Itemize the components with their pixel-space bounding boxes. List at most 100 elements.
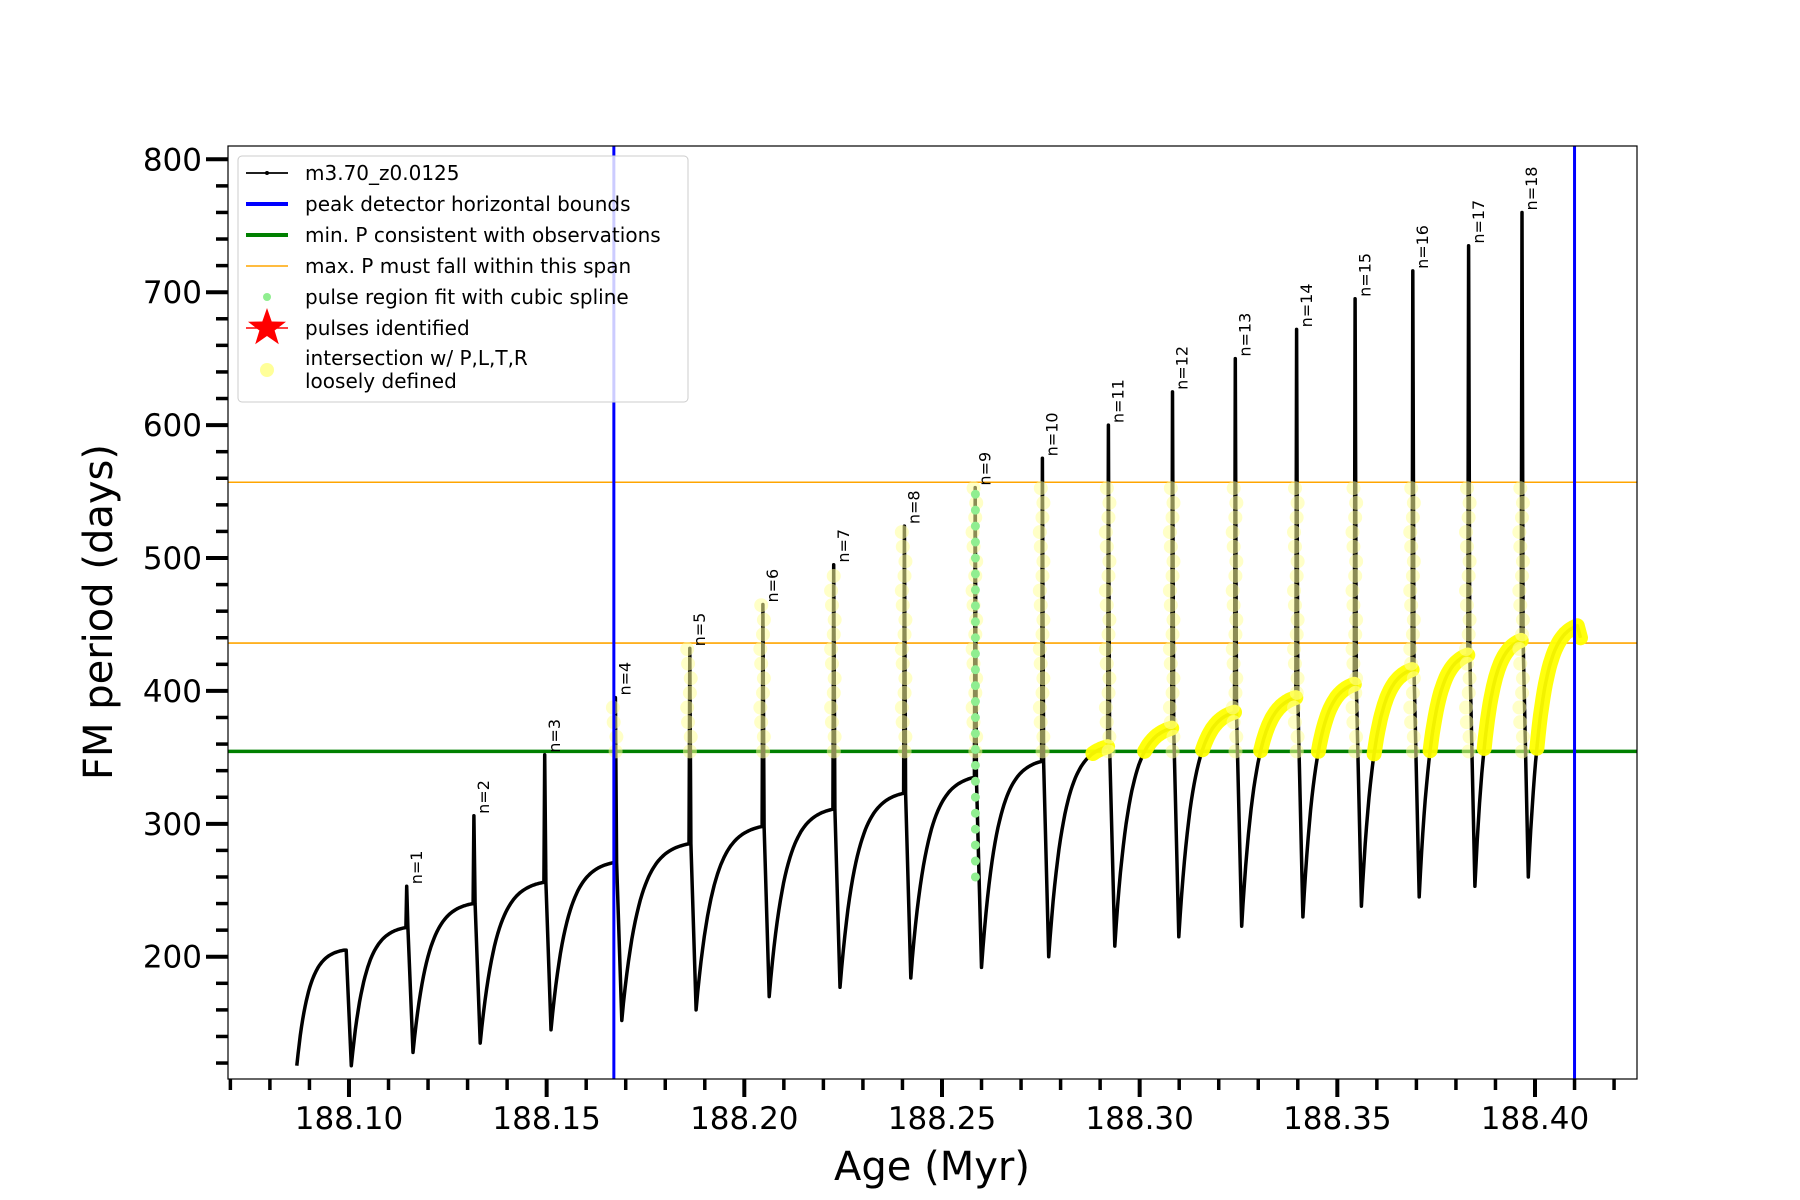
- loose-intersection-marker: [1462, 671, 1477, 686]
- loose-intersection-marker: [1287, 539, 1302, 554]
- x-axis: 188.10 188.15 188.20 188.25 188.30 188.35 188.…: [228, 1079, 1616, 1137]
- loose-intersection-marker: [682, 744, 697, 759]
- loose-intersection-marker: [1032, 525, 1047, 540]
- spline-fit-marker: [970, 681, 980, 691]
- loose-intersection-marker: [1346, 656, 1361, 671]
- loose-intersection-marker: [1102, 671, 1117, 686]
- loose-intersection-marker: [1459, 656, 1474, 671]
- intersection-curve: [1529, 618, 1588, 756]
- loose-intersection-marker: [1462, 729, 1477, 744]
- loose-intersection-marker: [1033, 539, 1048, 554]
- loose-intersection-marker: [1513, 715, 1528, 730]
- pulse-label: n=1: [407, 851, 426, 885]
- loose-intersection-marker: [1287, 598, 1302, 613]
- loose-intersection-marker: [1102, 729, 1117, 744]
- loose-intersection-marker: [1033, 598, 1048, 613]
- loose-intersection-marker: [1166, 612, 1181, 627]
- spline-fit-marker: [970, 553, 980, 563]
- loose-intersection-marker: [1459, 715, 1474, 730]
- loose-intersection-marker: [1163, 598, 1178, 613]
- y-tick-label: 300: [143, 807, 202, 843]
- loose-intersection-marker: [1289, 627, 1304, 642]
- loose-intersection-marker: [756, 744, 771, 759]
- loose-intersection-marker: [1512, 525, 1527, 540]
- pulse-label: n=7: [834, 529, 853, 563]
- legend-label-line2: loosely defined: [305, 369, 457, 393]
- loose-intersection-marker: [1290, 495, 1305, 510]
- loose-intersection-marker: [1163, 481, 1178, 496]
- loose-intersection-marker: [1459, 539, 1474, 554]
- loose-intersection-marker: [681, 656, 696, 671]
- loose-intersection-marker: [1229, 495, 1244, 510]
- loose-intersection-marker: [894, 642, 909, 657]
- loose-intersection-marker: [1101, 568, 1116, 583]
- loose-intersection-marker: [824, 700, 839, 715]
- loose-intersection-marker: [1349, 671, 1364, 686]
- intersection-markers: [605, 481, 1588, 762]
- y-tick-label: 200: [143, 940, 202, 976]
- loose-intersection-marker: [826, 627, 841, 642]
- intersection-curve: [1137, 720, 1180, 759]
- y-tick-label: 800: [143, 142, 202, 178]
- loose-intersection-marker: [1349, 612, 1364, 627]
- loose-intersection-marker: [1098, 642, 1113, 657]
- loose-intersection-marker: [827, 729, 842, 744]
- reference-lines: [228, 481, 1637, 754]
- loose-intersection-marker: [1036, 671, 1051, 686]
- pulse-label: n=9: [975, 452, 994, 486]
- x-tick-label: 188.35: [1283, 1101, 1391, 1137]
- loose-intersection-marker: [1101, 627, 1116, 642]
- loose-intersection-marker: [1099, 715, 1114, 730]
- loose-intersection-marker: [1458, 583, 1473, 598]
- loose-intersection-marker: [1514, 510, 1529, 525]
- loose-intersection-marker: [1345, 642, 1360, 657]
- legend-box: [237, 155, 689, 403]
- loose-intersection-marker: [1166, 554, 1181, 569]
- spline-fit-marker: [970, 872, 980, 882]
- loose-intersection-marker: [1163, 656, 1178, 671]
- loose-intersection-marker: [609, 729, 624, 744]
- spline-fit-marker: [970, 601, 980, 611]
- loose-intersection-marker: [1226, 539, 1241, 554]
- loose-intersection-marker: [1403, 700, 1418, 715]
- y-tick-label: 400: [143, 674, 202, 710]
- loose-intersection-marker: [1226, 598, 1241, 613]
- loose-intersection-marker: [894, 525, 909, 540]
- spline-fit-marker: [970, 569, 980, 579]
- pulse-label: n=6: [763, 569, 782, 603]
- loose-intersection-marker: [1406, 671, 1421, 686]
- loose-intersection-marker: [753, 642, 768, 657]
- loose-intersection-marker: [1346, 539, 1361, 554]
- loose-intersection-marker: [1461, 627, 1476, 642]
- pulse-label: n=10: [1043, 412, 1062, 456]
- loose-intersection-marker: [1403, 583, 1418, 598]
- loose-intersection-marker: [1406, 554, 1421, 569]
- loose-intersection-marker: [1166, 671, 1181, 686]
- loose-intersection-marker: [680, 700, 695, 715]
- loose-intersection-marker: [895, 539, 910, 554]
- x-tick-label: 188.20: [690, 1101, 798, 1137]
- loose-intersection-marker: [1349, 495, 1364, 510]
- pulse-label: n=3: [545, 719, 564, 753]
- loose-intersection-marker: [1102, 554, 1117, 569]
- loose-intersection-marker: [1405, 510, 1420, 525]
- loose-intersection-marker: [1461, 744, 1476, 759]
- loose-intersection-marker: [1515, 627, 1530, 642]
- loose-intersection-marker: [1226, 656, 1241, 671]
- loose-intersection-marker: [1403, 525, 1418, 540]
- loose-intersection-marker: [1229, 729, 1244, 744]
- loose-intersection-marker: [1346, 598, 1361, 613]
- loose-intersection-marker: [1459, 598, 1474, 613]
- loose-intersection-marker: [1462, 495, 1477, 510]
- loose-intersection-marker: [824, 583, 839, 598]
- spline-fit-marker: [970, 649, 980, 659]
- loose-intersection-marker: [756, 671, 771, 686]
- loose-intersection-marker: [897, 685, 912, 700]
- loose-intersection-marker: [756, 729, 771, 744]
- loose-intersection-marker: [1459, 481, 1474, 496]
- loose-intersection-marker: [1404, 598, 1419, 613]
- loose-intersection-marker: [1165, 568, 1180, 583]
- x-tick-label: 188.30: [1085, 1101, 1193, 1137]
- loose-intersection-marker: [1225, 583, 1240, 598]
